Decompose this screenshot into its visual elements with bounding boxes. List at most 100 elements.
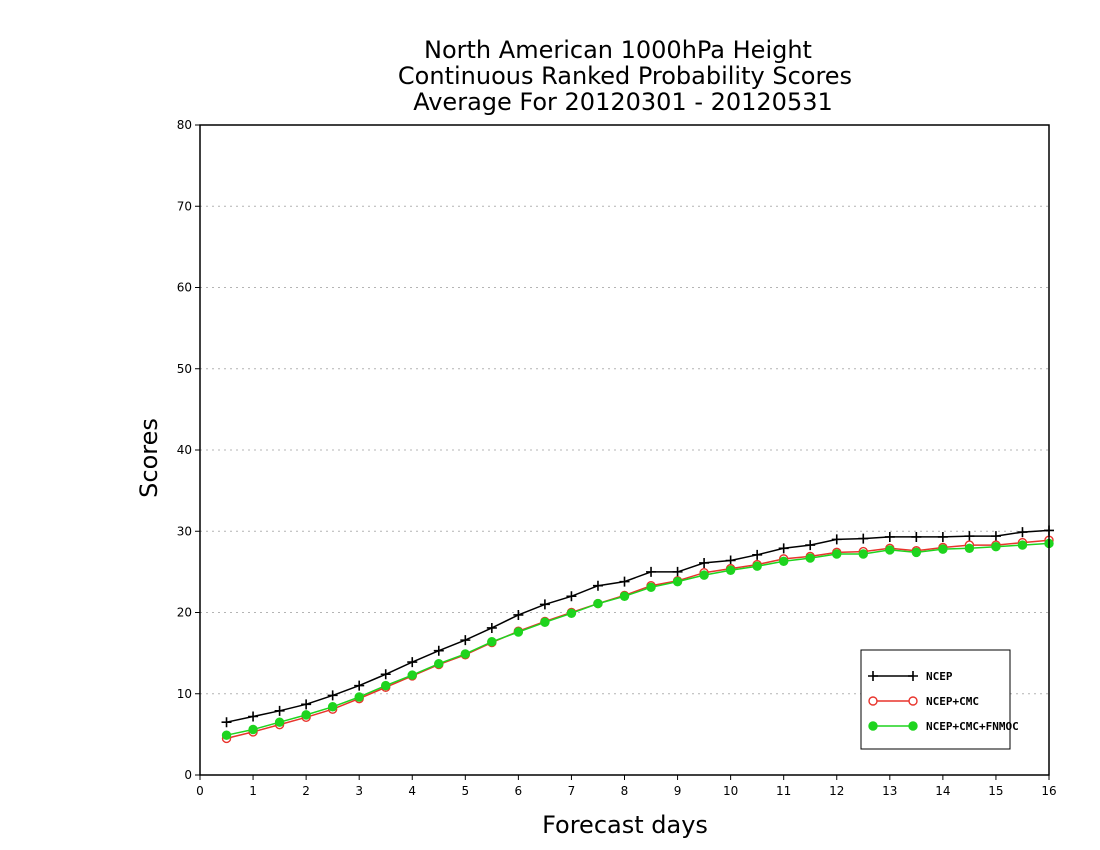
- data-point: [805, 540, 816, 551]
- x-tick-label: 4: [408, 784, 416, 798]
- data-point: [778, 543, 789, 554]
- data-point: [460, 649, 471, 659]
- data-point: [672, 576, 683, 587]
- y-tick-label: 0: [184, 768, 192, 782]
- chart-title-line-3: Average For 20120301 - 20120531: [413, 88, 833, 116]
- data-point: [778, 556, 789, 567]
- data-point: [911, 547, 922, 558]
- data-point: [301, 710, 311, 720]
- data-point: [487, 637, 497, 647]
- data-point: [593, 598, 603, 609]
- y-tick-label: 10: [177, 687, 192, 701]
- data-point: [433, 645, 444, 656]
- data-point: [885, 545, 895, 555]
- x-tick-label: 2: [302, 784, 310, 798]
- legend-marker: [908, 696, 918, 706]
- series-ncep-cmc-fnmoc: [221, 538, 1054, 740]
- legend: NCEP NCEP+CMC NCEP+CMC+FNMOC: [860, 649, 1019, 750]
- data-point: [434, 658, 444, 669]
- legend-marker: [908, 671, 918, 681]
- data-point: [566, 608, 577, 619]
- data-point: [381, 680, 391, 691]
- data-point: [592, 580, 603, 591]
- data-point: [274, 717, 285, 727]
- data-point: [884, 531, 895, 542]
- data-point: [327, 702, 338, 712]
- legend-label: NCEP: [926, 670, 953, 683]
- data-point: [513, 627, 524, 637]
- data-point: [911, 531, 922, 542]
- data-point: [354, 692, 364, 702]
- data-point: [725, 555, 736, 566]
- legend-label: NCEP+CMC: [926, 695, 979, 708]
- series-ncep: [221, 525, 1054, 728]
- y-tick-label: 40: [177, 443, 192, 457]
- data-point: [380, 669, 391, 680]
- x-tick-label: 0: [196, 784, 204, 798]
- chart-title-line-1: North American 1000hPa Height: [424, 36, 812, 64]
- legend-marker: [868, 696, 878, 706]
- data-point: [513, 609, 524, 620]
- data-point: [221, 717, 232, 728]
- data-point: [858, 533, 869, 544]
- x-tick-label: 3: [355, 784, 363, 798]
- data-point: [646, 566, 657, 577]
- data-point: [301, 699, 312, 710]
- data-point: [274, 705, 285, 716]
- x-tick-label: 12: [829, 784, 844, 798]
- x-tick-label: 6: [515, 784, 523, 798]
- data-point: [831, 534, 842, 545]
- x-axis-label: Forecast days: [542, 811, 708, 839]
- x-tick-label: 15: [988, 784, 1003, 798]
- data-point: [540, 617, 550, 627]
- y-tick-label: 80: [177, 118, 192, 132]
- legend-box: [860, 649, 1011, 750]
- data-point: [248, 724, 258, 735]
- y-axis-label: Scores: [135, 418, 163, 498]
- data-point: [991, 541, 1001, 552]
- data-point: [805, 553, 815, 563]
- data-point: [539, 599, 550, 610]
- x-tick-label: 7: [568, 784, 576, 798]
- data-point: [964, 543, 975, 554]
- y-tick-label: 60: [177, 281, 192, 295]
- data-point: [832, 549, 842, 559]
- data-point: [1017, 527, 1028, 538]
- legend-marker: [868, 671, 878, 681]
- legend-marker: [908, 721, 918, 731]
- data-point: [990, 531, 1001, 542]
- legend-item: NCEP+CMC: [868, 695, 979, 708]
- legend-label: NCEP+CMC+FNMOC: [926, 720, 1019, 733]
- data-point: [407, 670, 417, 680]
- data-point: [354, 680, 365, 691]
- y-tick-label: 30: [177, 524, 192, 538]
- y-tick-label: 20: [177, 606, 192, 620]
- x-tick-label: 11: [776, 784, 791, 798]
- data-point: [725, 565, 736, 575]
- data-point: [752, 561, 762, 571]
- x-tick-label: 5: [461, 784, 469, 798]
- x-tick-label: 16: [1041, 784, 1056, 798]
- data-point: [646, 582, 656, 593]
- x-tick-label: 9: [674, 784, 682, 798]
- data-point: [327, 690, 338, 701]
- data-point: [407, 657, 418, 668]
- data-point: [619, 591, 630, 601]
- data-point: [937, 531, 948, 542]
- y-tick-label: 70: [177, 199, 192, 213]
- x-tick-label: 10: [723, 784, 738, 798]
- data-point: [858, 549, 868, 559]
- data-point: [1017, 540, 1028, 550]
- data-point: [752, 549, 763, 560]
- data-point: [938, 544, 948, 554]
- data-point: [460, 635, 471, 646]
- data-point: [672, 566, 683, 577]
- legend-item: NCEP: [868, 670, 953, 683]
- data-point: [566, 591, 577, 602]
- data-point: [699, 570, 709, 580]
- data-point: [964, 531, 975, 542]
- data-point: [619, 576, 630, 587]
- gridlines: [200, 205, 1049, 695]
